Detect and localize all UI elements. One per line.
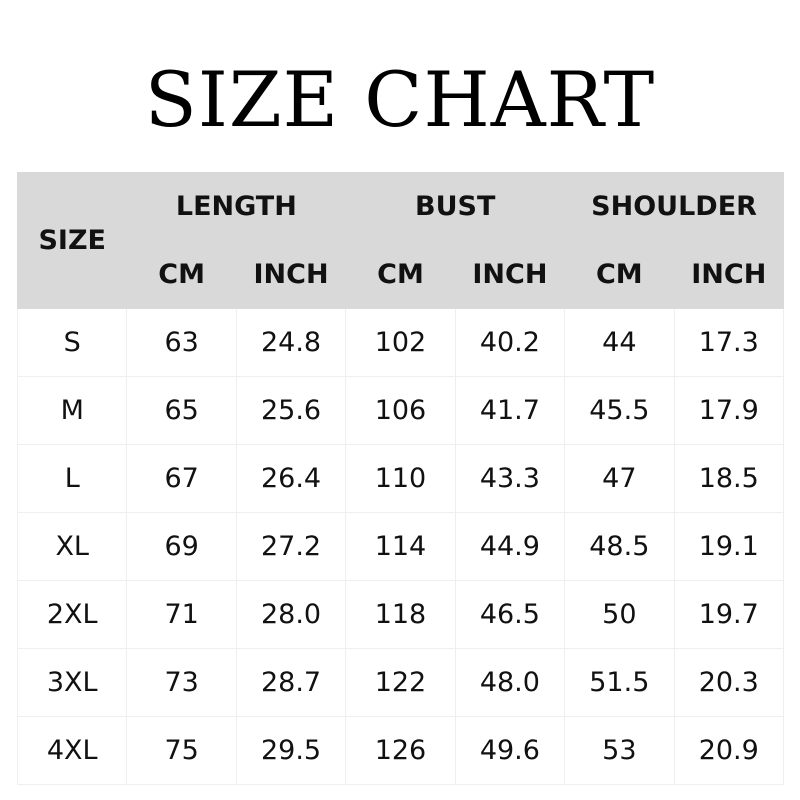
table-row: S 63 24.8 102 40.2 44 17.3 xyxy=(16,308,785,377)
size-cell: L xyxy=(16,444,128,513)
value-cell: 29.5 xyxy=(235,716,347,785)
value-cell: 17.3 xyxy=(673,308,785,377)
value-cell: 114 xyxy=(345,512,456,581)
value-cell: 18.5 xyxy=(673,444,785,513)
value-cell: 75 xyxy=(126,716,237,785)
table-row: M 65 25.6 106 41.7 45.5 17.9 xyxy=(16,376,785,445)
value-cell: 24.8 xyxy=(235,308,347,377)
value-cell: 49.6 xyxy=(454,716,566,785)
size-cell: 2XL xyxy=(16,580,128,649)
value-cell: 73 xyxy=(126,648,237,717)
value-cell: 27.2 xyxy=(235,512,347,581)
value-cell: 20.9 xyxy=(673,716,785,785)
table-row: 3XL 73 28.7 122 48.0 51.5 20.3 xyxy=(16,648,785,717)
value-cell: 44 xyxy=(564,308,675,377)
table-row: L 67 26.4 110 43.3 47 18.5 xyxy=(16,444,785,513)
size-cell: M xyxy=(16,376,128,445)
table-body: S 63 24.8 102 40.2 44 17.3 M 65 25.6 106 41.7 45.5 17… xyxy=(16,308,785,785)
value-cell: 102 xyxy=(345,308,456,377)
value-cell: 26.4 xyxy=(235,444,347,513)
header-length: LENGTH xyxy=(126,172,347,241)
value-cell: 17.9 xyxy=(673,376,785,445)
header-bust: BUST xyxy=(345,172,566,241)
header-unit: CM xyxy=(345,240,456,309)
header-unit: INCH xyxy=(235,240,347,309)
value-cell: 53 xyxy=(564,716,675,785)
value-cell: 65 xyxy=(126,376,237,445)
value-cell: 71 xyxy=(126,580,237,649)
value-cell: 28.7 xyxy=(235,648,347,717)
value-cell: 19.7 xyxy=(673,580,785,649)
value-cell: 47 xyxy=(564,444,675,513)
value-cell: 126 xyxy=(345,716,456,785)
value-cell: 106 xyxy=(345,376,456,445)
value-cell: 41.7 xyxy=(454,376,566,445)
value-cell: 118 xyxy=(345,580,456,649)
value-cell: 51.5 xyxy=(564,648,675,717)
value-cell: 48.0 xyxy=(454,648,566,717)
value-cell: 28.0 xyxy=(235,580,347,649)
value-cell: 44.9 xyxy=(454,512,566,581)
value-cell: 45.5 xyxy=(564,376,675,445)
header-unit: CM xyxy=(564,240,675,309)
header-unit: INCH xyxy=(454,240,566,309)
header-shoulder: SHOULDER xyxy=(564,172,784,241)
table-row: 4XL 75 29.5 126 49.6 53 20.9 xyxy=(16,716,785,785)
size-chart-table: SIZE LENGTH BUST SHOULDER CM INCH CM INC… xyxy=(16,172,785,785)
value-cell: 110 xyxy=(345,444,456,513)
size-cell: 4XL xyxy=(16,716,128,785)
page-title: SIZE CHART xyxy=(144,55,656,144)
table-row: 2XL 71 28.0 118 46.5 50 19.7 xyxy=(16,580,785,649)
value-cell: 48.5 xyxy=(564,512,675,581)
size-cell: 3XL xyxy=(16,648,128,717)
value-cell: 67 xyxy=(126,444,237,513)
header-row-groups: SIZE LENGTH BUST SHOULDER xyxy=(16,172,784,309)
value-cell: 50 xyxy=(564,580,675,649)
value-cell: 25.6 xyxy=(235,376,347,445)
value-cell: 122 xyxy=(345,648,456,717)
value-cell: 43.3 xyxy=(454,444,566,513)
value-cell: 40.2 xyxy=(454,308,566,377)
header-unit: INCH xyxy=(673,240,785,309)
header-row-units: CM INCH CM INCH CM INCH xyxy=(18,240,785,309)
size-cell: S xyxy=(16,308,128,377)
header-size: SIZE xyxy=(16,172,128,309)
value-cell: 19.1 xyxy=(673,512,785,581)
value-cell: 63 xyxy=(126,308,237,377)
value-cell: 20.3 xyxy=(673,648,785,717)
header-unit: CM xyxy=(126,240,237,309)
value-cell: 46.5 xyxy=(454,580,566,649)
value-cell: 69 xyxy=(126,512,237,581)
table-row: XL 69 27.2 114 44.9 48.5 19.1 xyxy=(16,512,785,581)
size-cell: XL xyxy=(16,512,128,581)
